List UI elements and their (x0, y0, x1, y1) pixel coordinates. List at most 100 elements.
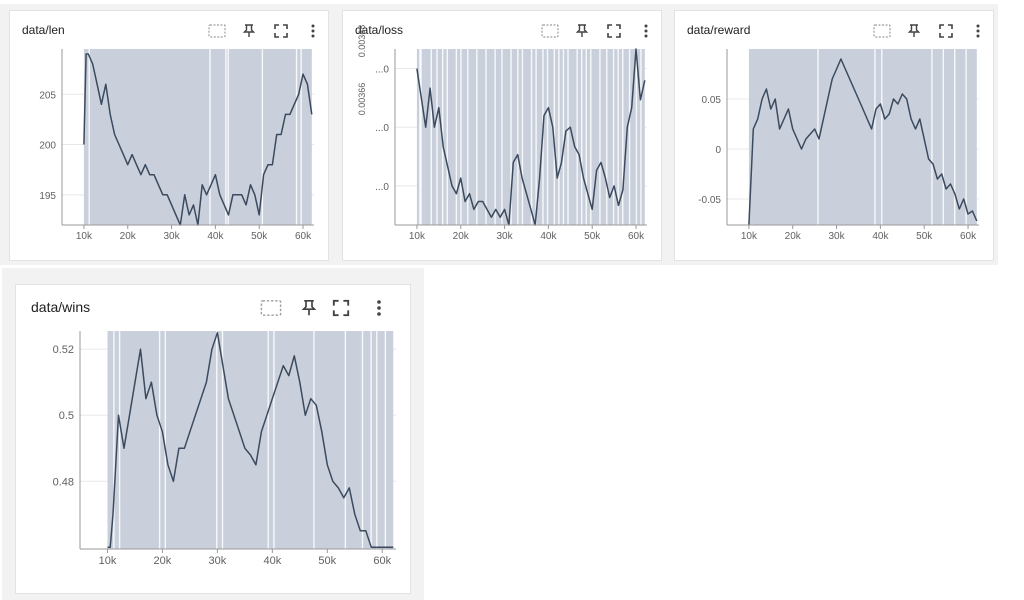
band-gap (209, 49, 211, 225)
pin-button[interactable] (571, 21, 593, 41)
band-gap (113, 331, 115, 549)
x-tick-label: 10k (99, 555, 117, 567)
band-gap (344, 331, 347, 549)
fullscreen-button[interactable] (935, 21, 957, 41)
fullscreen-button[interactable] (603, 21, 625, 41)
band-gap (590, 49, 592, 225)
band-gap (164, 331, 167, 549)
panel-toolbar (539, 21, 657, 41)
band-gap (384, 331, 387, 549)
y-tick-label: 0.48 (53, 476, 74, 488)
series-line (748, 58, 978, 226)
chart-svg: ...0 ...0 ...0 10k 20k 30k 40k 50k 60k 0.00366 0.0… (357, 25, 647, 242)
band-gap (580, 49, 583, 225)
series-line (107, 331, 394, 549)
band-gap (227, 49, 229, 225)
pin-button[interactable] (296, 296, 322, 320)
series-line (416, 48, 646, 226)
y-tick-label: 205 (39, 90, 56, 101)
range-band (83, 49, 312, 225)
fullscreen-button[interactable] (328, 296, 354, 320)
panel-title: data/len (22, 23, 65, 37)
data-selection-icon (208, 24, 226, 38)
fullscreen-icon (607, 24, 621, 38)
band-gap (576, 49, 578, 225)
chart-svg: 195 200 205 10k 20k 30k 40k 50k 60k (39, 49, 314, 242)
band-gap (954, 49, 956, 225)
x-tick-label: 40k (263, 555, 281, 567)
band-gap (267, 331, 269, 549)
chart-panel-len: data/len 195 200 205 10k 20k 30k 40k 50k 60k (9, 10, 329, 261)
x-tick-label: 20k (154, 555, 172, 567)
x-tick-label: 60k (960, 231, 977, 242)
fullscreen-icon (939, 24, 953, 38)
panel-toolbar (258, 296, 392, 320)
band-gap (617, 49, 619, 225)
chart-panel-wins: data/wins 0.48 0.5 0.52 10k 20k 30k 40k 50k 60k (15, 284, 411, 594)
band-gap (535, 49, 537, 225)
range-band (748, 49, 977, 225)
band-gap (118, 331, 121, 549)
band-gap (455, 49, 458, 225)
band-gap (221, 331, 224, 549)
range-band (416, 49, 645, 225)
band-gap (273, 331, 275, 549)
data-selection-button[interactable] (871, 21, 893, 41)
band-gap (430, 49, 432, 225)
data-selection-button[interactable] (258, 296, 284, 320)
band-gap (467, 49, 469, 225)
x-tick-label: 20k (785, 231, 802, 242)
pin-button[interactable] (238, 21, 260, 41)
y-tick-label: -0.05 (698, 195, 721, 206)
panel-title: data/wins (31, 299, 91, 315)
more-vert-button[interactable] (635, 21, 657, 41)
band-gap (530, 49, 533, 225)
band-gap (300, 49, 302, 225)
y-tick-label: 200 (39, 141, 56, 152)
data-selection-icon (873, 24, 891, 38)
fullscreen-button[interactable] (270, 21, 292, 41)
band-gap (216, 331, 218, 549)
more-vert-icon (310, 24, 316, 38)
panel-title: data/reward (687, 23, 751, 37)
x-tick-label: 50k (251, 231, 268, 242)
data-selection-button[interactable] (539, 21, 561, 41)
band-gap (225, 49, 227, 225)
band-gap (942, 49, 945, 225)
band-gap (370, 331, 372, 549)
pin-icon (301, 299, 317, 317)
panel-title: data/loss (355, 23, 404, 37)
x-tick-label: 50k (318, 555, 336, 567)
band-gap (965, 49, 967, 225)
fullscreen-icon (274, 24, 288, 38)
more-vert-icon (975, 24, 981, 38)
pin-icon (576, 24, 588, 38)
pin-icon (908, 24, 920, 38)
band-gap (446, 49, 448, 225)
band-gap (313, 331, 315, 549)
chart-svg: 0.48 0.5 0.52 10k 20k 30k 40k 50k 60k (53, 331, 396, 567)
pin-button[interactable] (903, 21, 925, 41)
band-gap (931, 49, 933, 225)
more-vert-button[interactable] (366, 296, 392, 320)
data-selection-button[interactable] (206, 21, 228, 41)
chart-panel-loss: data/loss ...0 ...0 ...0 10k 20k 30k 40k 50k 60k… (342, 10, 662, 261)
band-gap (599, 49, 601, 225)
y-rotated-label: 0.00368 (357, 25, 367, 58)
x-tick-label: 20k (453, 231, 470, 242)
y-tick-label: 195 (39, 191, 56, 202)
band-gap (628, 49, 631, 225)
x-tick-label: 30k (209, 555, 227, 567)
band-gap (521, 49, 524, 225)
x-tick-label: 60k (295, 231, 312, 242)
more-vert-icon (375, 300, 382, 317)
data-selection-icon (541, 24, 559, 38)
x-tick-label: 10k (741, 231, 758, 242)
band-gap (419, 49, 421, 225)
fullscreen-icon (332, 299, 350, 317)
more-vert-button[interactable] (302, 21, 324, 41)
band-gap (295, 49, 298, 225)
more-vert-button[interactable] (967, 21, 989, 41)
y-tick-label: ...0 (375, 123, 389, 134)
band-gap (606, 49, 608, 225)
